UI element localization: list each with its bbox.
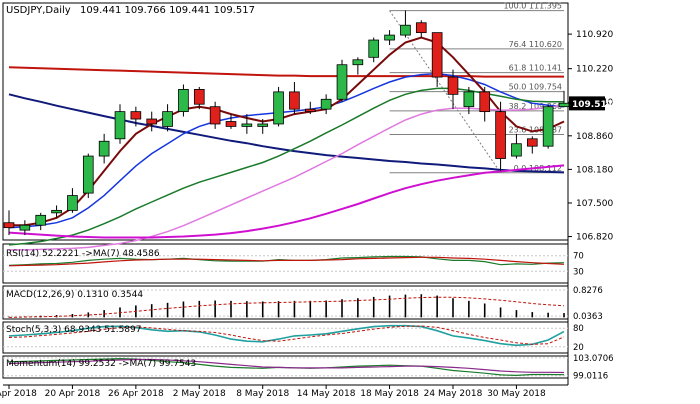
fib-level-label: 76.4 110.620 [509, 40, 562, 49]
bullish-candle [178, 89, 189, 113]
fib-level-label: 61.8 110.141 [509, 64, 562, 73]
bullish-candle [19, 224, 31, 231]
bullish-candle [162, 111, 173, 127]
bullish-candle [558, 102, 570, 108]
bullish-candle [368, 39, 380, 58]
bearish-candle [146, 118, 158, 125]
moving-average-line [9, 36, 565, 227]
macd-y-label: 0.0363 [573, 312, 603, 322]
macd-title: MACD(12,26,9) 0.1310 0.3544 [6, 290, 143, 300]
bearish-candle [130, 111, 142, 120]
x-tick-label: 2 May 2018 [173, 389, 226, 399]
bearish-candle [431, 32, 443, 78]
bearish-candle [415, 22, 427, 34]
bearish-candle [289, 91, 300, 110]
momentum-y-label: 103.0706 [573, 354, 614, 364]
rsi-title: RSI(14) 52.2221 ->MA(7) 48.4586 [6, 249, 160, 259]
bullish-candle [273, 91, 284, 125]
ohlc-readout: 109.441 109.766 109.441 109.517 [80, 5, 255, 16]
moving-average-line [8, 87, 564, 246]
bearish-candle [225, 121, 237, 127]
bearish-candle [3, 222, 15, 229]
moving-average-line [8, 93, 565, 174]
last-price-label: 109.517 [572, 100, 613, 110]
y-tick-label: 108.180 [576, 165, 613, 175]
fib-level-label: 50.0 109.754 [509, 83, 562, 92]
bullish-candle [511, 143, 522, 157]
bearish-candle [193, 89, 205, 105]
rsi-line [8, 256, 565, 267]
x-tick-label: 20 Apr 2018 [45, 389, 101, 399]
x-tick-label: 30 May 2018 [487, 389, 546, 399]
bullish-candle [241, 123, 253, 127]
bullish-candle [114, 111, 126, 140]
symbol-timeframe: USDJPY,Daily [6, 5, 71, 16]
bullish-candle [51, 209, 62, 214]
bullish-candle [542, 106, 554, 147]
bullish-candle [320, 98, 332, 110]
macd-y-label: 0.8276 [573, 286, 603, 296]
x-tick-label: 24 May 2018 [424, 389, 483, 399]
y-tick-label: 110.920 [576, 30, 613, 40]
bullish-candle [98, 140, 110, 157]
bullish-candle [463, 91, 475, 108]
stoch-line [8, 324, 565, 347]
stoch-line [8, 325, 565, 345]
bearish-candle [447, 76, 459, 95]
bullish-candle [384, 34, 395, 41]
fib-level-label: 100.0 111.395 [503, 2, 562, 11]
moving-average-line [8, 72, 565, 229]
momentum-y-label: 99.0116 [573, 372, 608, 382]
stoch-title: Stoch(5,3,3) 68.9343 51.5897 [6, 325, 141, 335]
moving-average-line [9, 104, 565, 251]
rsi-y-label: 30 [573, 267, 584, 277]
bearish-candle [479, 91, 491, 113]
bullish-candle [400, 24, 411, 36]
last-price-tag [569, 96, 605, 111]
bullish-candle [257, 123, 269, 127]
x-tick-label: 8 May 2018 [236, 389, 289, 399]
x-tick-label: 26 Apr 2018 [108, 389, 164, 399]
macd-signal-line [8, 296, 565, 318]
x-tick-label: 16 Apr 2018 [0, 389, 37, 399]
bearish-candle [209, 106, 221, 125]
x-tick-label: 18 May 2018 [360, 389, 419, 399]
x-tick-label: 14 May 2018 [297, 389, 356, 399]
y-tick-label: 110.220 [576, 65, 613, 75]
bullish-candle [82, 155, 94, 194]
y-tick-label: 108.860 [576, 132, 613, 142]
momentum-line [8, 358, 565, 374]
moving-average-line [8, 164, 565, 239]
bullish-candle [336, 64, 348, 100]
bearish-candle [304, 108, 316, 113]
bullish-candle [35, 214, 47, 226]
bearish-candle [495, 111, 506, 159]
rsi-y-label: 70 [573, 252, 584, 262]
bullish-candle [67, 195, 78, 211]
stoch-y-label: 20 [573, 343, 584, 353]
fib-trend-line [389, 10, 501, 174]
stoch-y-label: 80 [573, 324, 584, 334]
bearish-candle [526, 138, 538, 147]
y-tick-label: 107.500 [576, 199, 613, 209]
fib-level-label: 38.2 109.366 [509, 102, 562, 111]
momentum-title: Momentum(14) 99.2532 ->MA(7) 99.7543 [6, 359, 196, 369]
y-tick-label: 106.820 [576, 233, 613, 243]
bullish-candle [352, 59, 364, 66]
